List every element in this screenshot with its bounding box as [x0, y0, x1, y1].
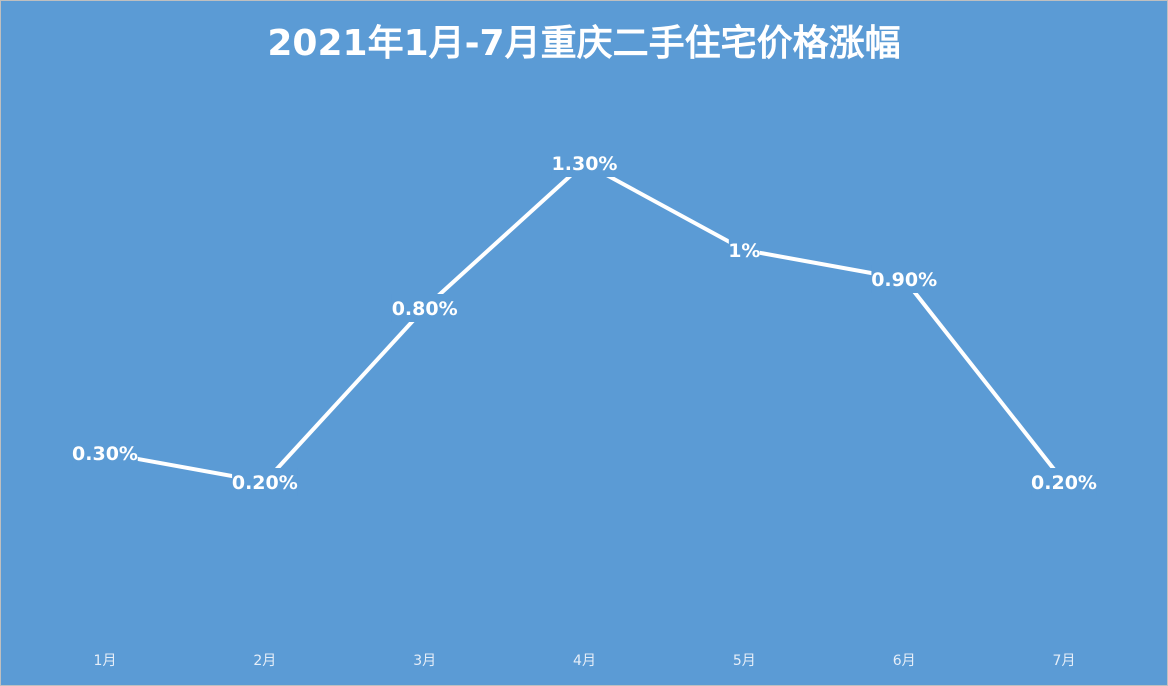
- data-label-background: [1031, 468, 1097, 496]
- data-label: 1%: [728, 240, 760, 262]
- data-label-background: [391, 294, 458, 322]
- data-label-background: [232, 468, 298, 496]
- data-label: 1.30%: [552, 153, 618, 175]
- x-axis-tick-labels: 1月 2月 3月 4月 5月 6月 7月: [94, 653, 1076, 669]
- x-tick-label: 4月: [573, 653, 596, 669]
- data-label-background: [551, 149, 618, 177]
- data-label: 0.20%: [232, 472, 298, 494]
- x-tick-label: 3月: [413, 653, 436, 669]
- data-label-background: [72, 439, 138, 467]
- x-tick-label: 6月: [893, 653, 916, 669]
- x-tick-label: 5月: [733, 653, 756, 669]
- data-label-background: [871, 265, 937, 293]
- data-label: 0.30%: [72, 443, 138, 465]
- data-label: 0.20%: [1031, 472, 1097, 494]
- x-tick-label: 7月: [1053, 653, 1076, 669]
- data-label: 0.80%: [392, 298, 458, 320]
- x-tick-label: 2月: [253, 653, 276, 669]
- data-label: 0.90%: [871, 269, 937, 291]
- x-tick-label: 1月: [94, 653, 117, 669]
- drop-lines: [104, 175, 1065, 626]
- data-label-background: [728, 236, 760, 264]
- data-labels: 0.30% 0.20% 0.80% 1.30% 1% 0.90% 0.20%: [72, 149, 1097, 496]
- chart-title: 2021年1月-7月重庆二手住宅价格涨幅: [267, 23, 901, 64]
